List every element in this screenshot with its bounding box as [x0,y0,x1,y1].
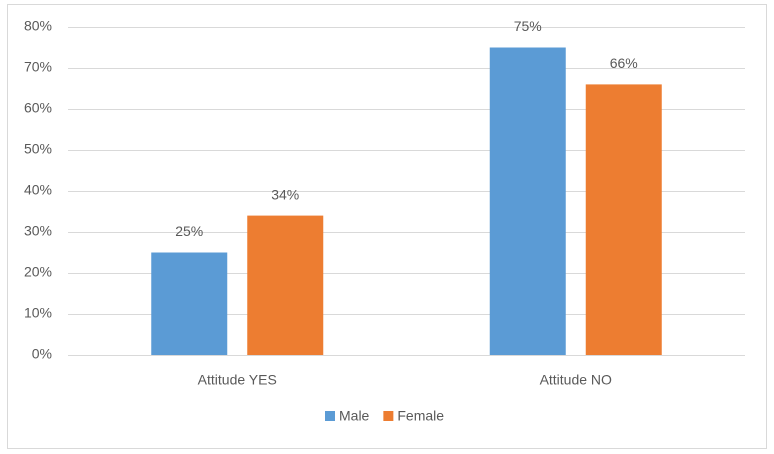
bar [247,215,324,355]
y-tick-label: 70% [24,59,52,75]
legend-label: Female [397,408,444,424]
y-tick-label: 20% [24,264,52,280]
y-tick-label: 80% [24,18,52,34]
bar [585,84,662,356]
value-label: 75% [514,18,542,34]
bar [151,252,228,355]
y-tick-label: 50% [24,141,52,157]
y-tick-label: 40% [24,182,52,198]
x-tick-label: Attitude NO [540,372,612,388]
y-tick-label: 30% [24,223,52,239]
value-label: 25% [175,223,203,239]
legend-swatch [325,411,335,421]
y-tick-label: 10% [24,305,52,321]
x-tick-label: Attitude YES [198,372,277,388]
y-tick-label: 0% [32,346,52,362]
legend-swatch [383,411,394,421]
value-label: 34% [271,186,299,202]
legend-label: Male [339,408,370,424]
bar [489,47,566,355]
y-tick-label: 60% [24,100,52,116]
value-label: 66% [610,55,638,71]
